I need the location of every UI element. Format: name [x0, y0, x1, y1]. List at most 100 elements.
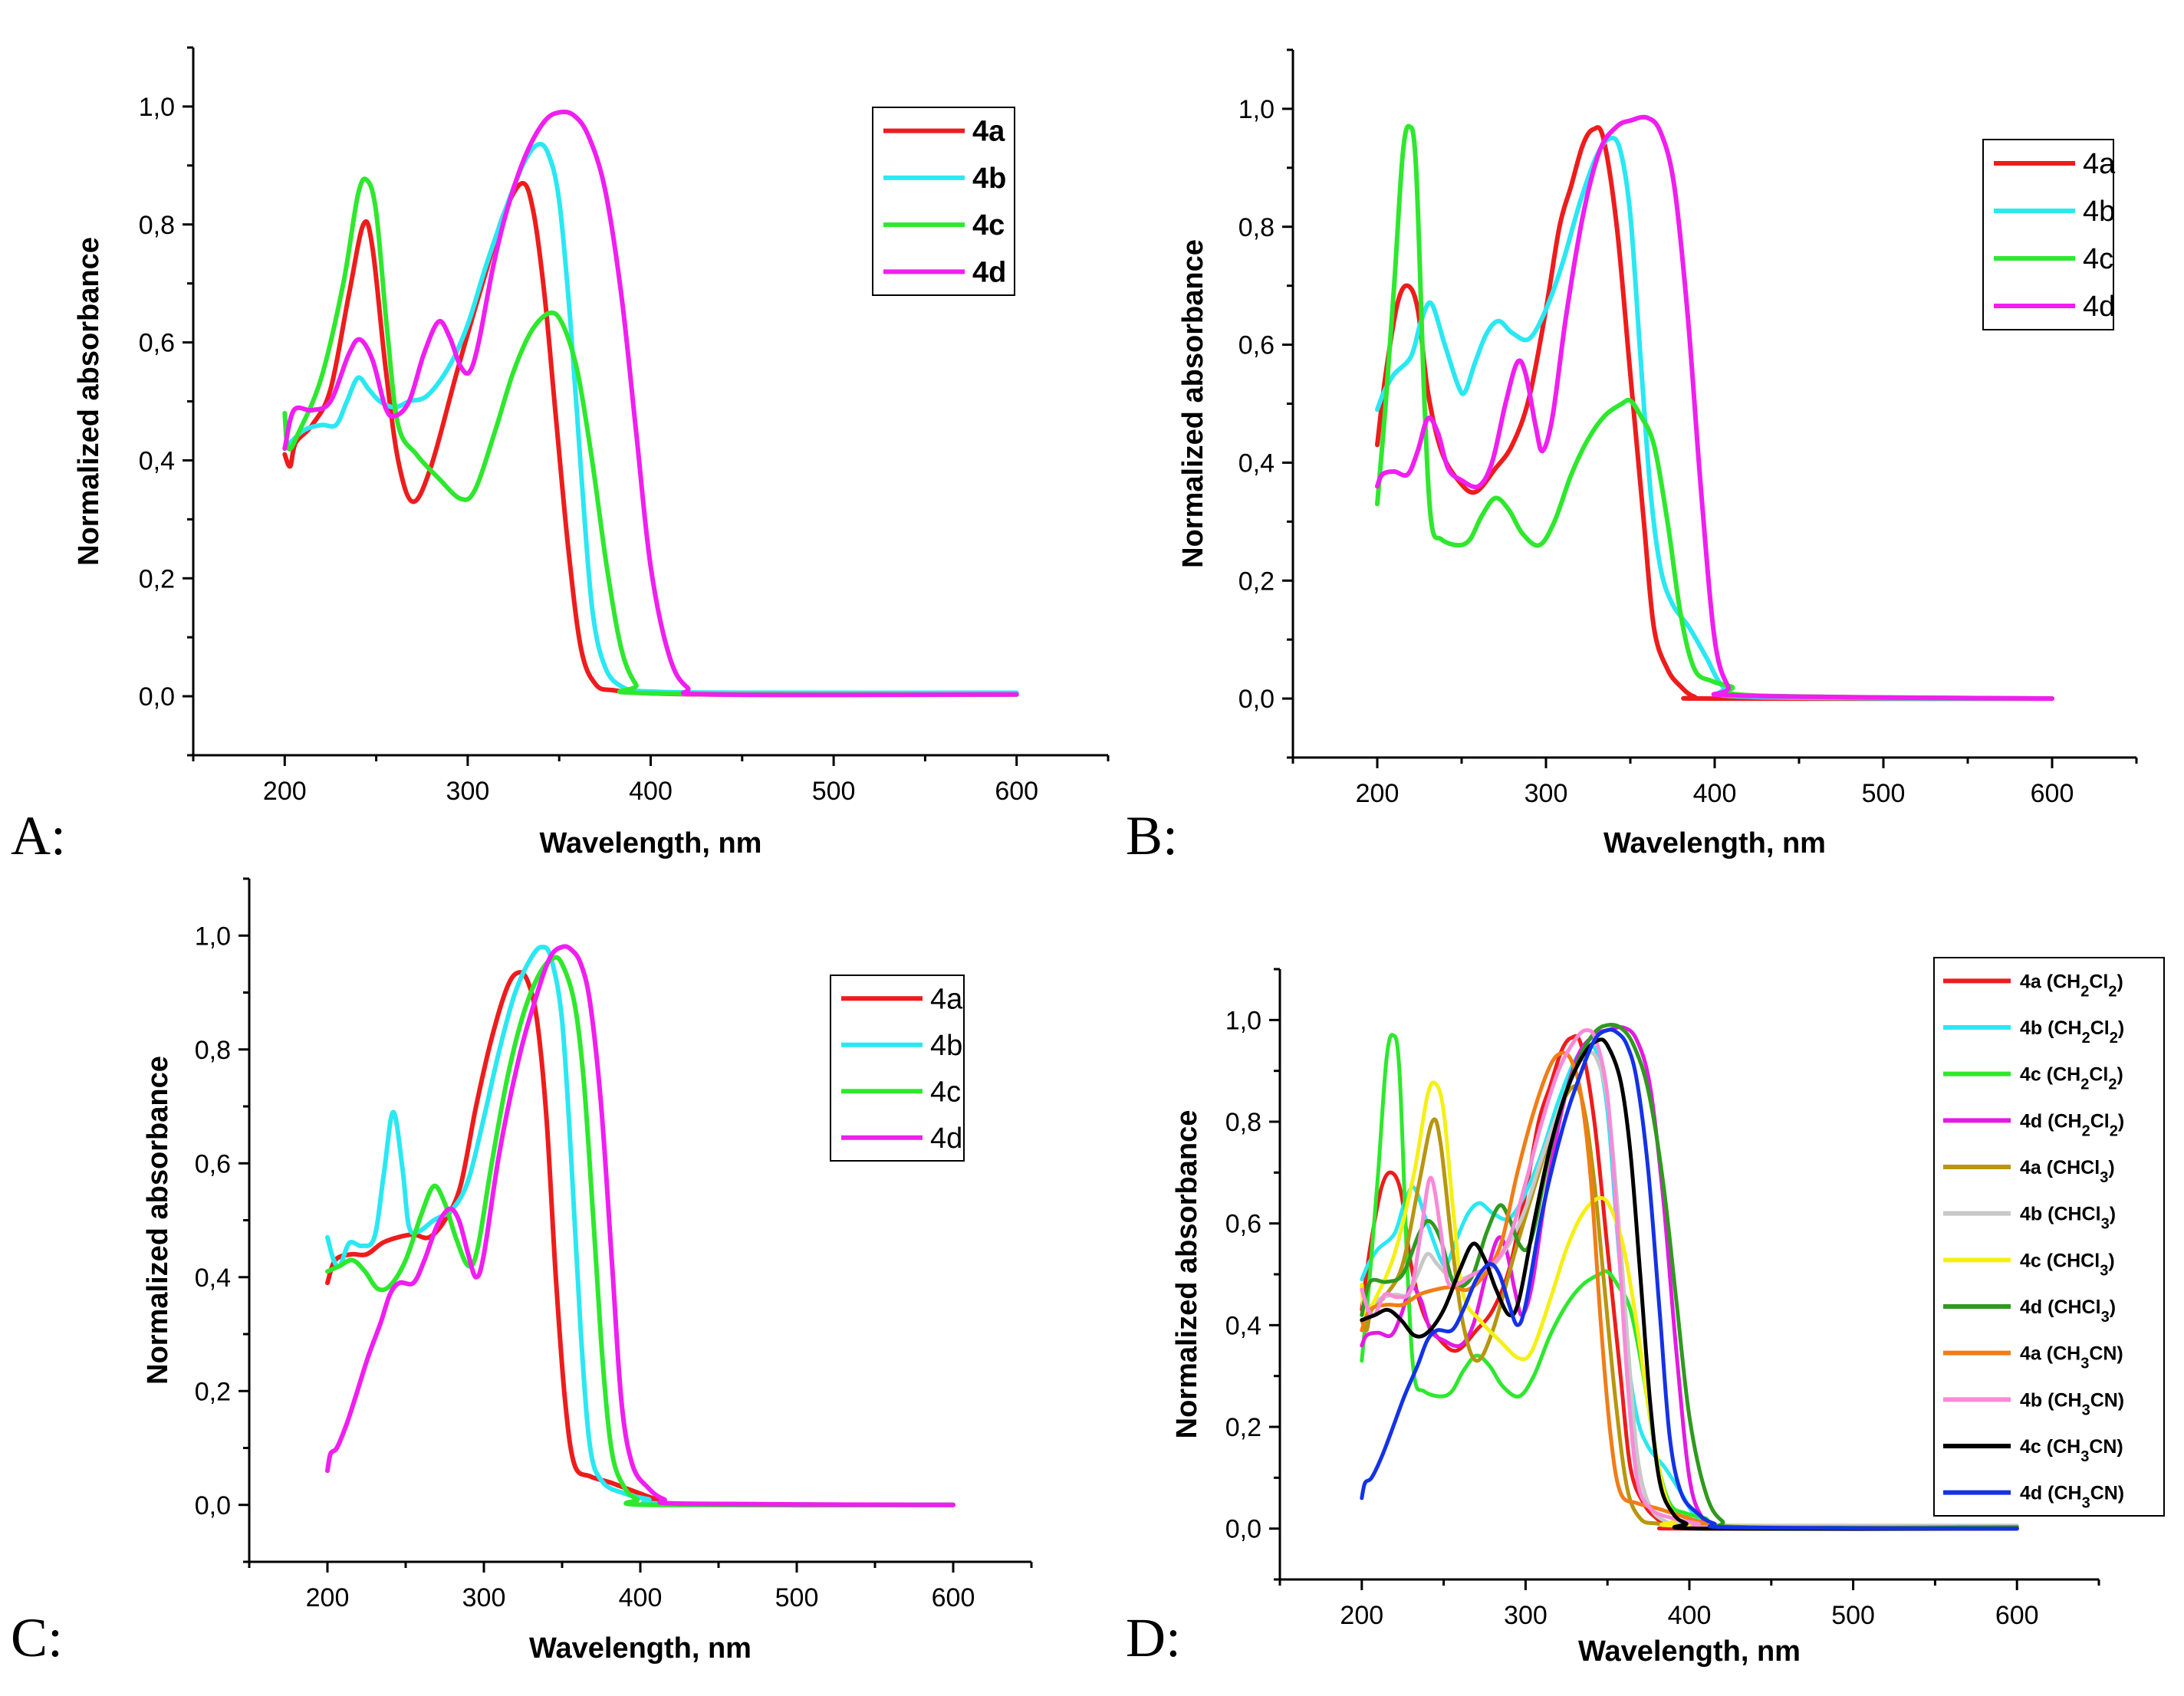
y-tick-label: 1,0	[195, 922, 231, 951]
series-line-4b-ch3cn-	[1360, 1028, 2019, 1531]
series-line-4c-chcl3-	[1360, 1080, 2019, 1530]
series-line-4d	[1375, 114, 2054, 702]
series-line-4a-ch3cn-	[1360, 1050, 2019, 1531]
x-tick-label: 300	[446, 777, 490, 806]
legend-label: 4b (CH3CN)	[2020, 1389, 2124, 1418]
x-axis-title: Wavelength, nm	[529, 1632, 752, 1665]
series-line-4d	[282, 109, 1019, 698]
legend-label: 4a	[2083, 148, 2116, 180]
legend-entry: 4d	[841, 1122, 962, 1155]
x-tick-label: 500	[775, 1583, 819, 1612]
series-line-4c-ch3cn-	[1360, 1037, 2019, 1531]
y-tick-label: 0,8	[1238, 213, 1275, 242]
x-tick-label: 400	[619, 1583, 663, 1612]
series-line-4d	[325, 944, 956, 1507]
legend-box	[1982, 139, 2114, 330]
x-tick-label: 300	[1504, 1601, 1548, 1630]
series-line-4a-chcl3-	[1360, 1084, 2019, 1530]
legend-entry: 4a	[841, 983, 963, 1015]
x-tick-label: 500	[1831, 1601, 1875, 1630]
y-tick-label: 1,0	[139, 93, 175, 122]
y-tick-label: 1,0	[1238, 95, 1275, 124]
legend-label: 4a (CH2Cl2)	[2020, 971, 2123, 1000]
legend-entry: 4d	[1994, 291, 2115, 323]
legend-entry: 4d (CHCl3)	[1943, 1297, 2116, 1326]
panel-D: D: 200 300 400 500 600 0,0 0,2 0,4 0,6 0,8 1,0 Wavel…	[1126, 957, 2165, 1668]
legend-entry: 4d	[883, 256, 1006, 288]
legend-entry: 4a (CHCl3)	[1943, 1157, 2115, 1186]
legend-entry: 4a	[1994, 148, 2116, 180]
legend-entry: 4c (CH2Cl2)	[1943, 1064, 2123, 1093]
x-tick-label: 200	[1340, 1601, 1383, 1630]
x-tick-label: 600	[932, 1583, 975, 1612]
x-tick-label: 400	[629, 777, 673, 806]
y-axis-title: Normalized absorbance	[1177, 239, 1209, 568]
x-tick-label: 200	[263, 777, 307, 806]
legend-label: 4a (CH3CN)	[2020, 1343, 2123, 1372]
panel-letter: B:	[1126, 805, 1178, 866]
legend-label: 4c	[930, 1076, 961, 1108]
legend-entry: 4a (CH2Cl2)	[1943, 971, 2123, 1000]
x-axis-title: Wavelength, nm	[1578, 1635, 1801, 1668]
legend-label: 4d (CH2Cl2)	[2020, 1110, 2124, 1139]
legend-label: 4d	[930, 1122, 962, 1155]
y-axis-title: Normalized absorbance	[73, 237, 105, 566]
legend-entry: 4b	[883, 163, 1006, 195]
legend-label: 4c (CH2Cl2)	[2020, 1064, 2123, 1093]
legend: 4a 4b 4c 4d	[1982, 139, 2116, 330]
legend-entry: 4b	[841, 1030, 962, 1062]
y-tick-label: 1,0	[1225, 1006, 1261, 1035]
legend: 4a 4b 4c 4d	[830, 975, 965, 1162]
legend-box	[1933, 957, 2165, 1517]
y-tick-label: 0,4	[139, 446, 175, 475]
x-tick-label: 500	[1862, 779, 1906, 808]
y-tick-label: 0,0	[1225, 1515, 1261, 1544]
y-tick-label: 0,6	[1238, 331, 1275, 360]
legend-label: 4a	[930, 983, 963, 1015]
x-tick-label: 600	[995, 777, 1038, 806]
legend-label: 4b	[972, 163, 1006, 195]
legend-box	[872, 107, 1015, 296]
y-tick-label: 0,0	[195, 1491, 231, 1520]
x-tick-label: 300	[1525, 779, 1568, 808]
y-tick-label: 0,0	[139, 682, 175, 712]
x-tick-label: 500	[812, 777, 856, 806]
y-tick-label: 0,4	[1225, 1311, 1261, 1340]
legend-label: 4d (CH3CN)	[2020, 1483, 2124, 1512]
legend-label: 4a (CHCl3)	[2020, 1157, 2115, 1186]
legend-entry: 4c	[841, 1076, 961, 1108]
legend-label: 4a	[972, 116, 1005, 148]
series-line-4c	[282, 176, 1019, 697]
x-tick-label: 400	[1668, 1601, 1712, 1630]
legend-entry: 4b (CH2Cl2)	[1943, 1017, 2124, 1047]
legend-box	[830, 975, 965, 1162]
y-axis-title: Normalized absorbance	[142, 1056, 174, 1385]
y-tick-label: 0,2	[195, 1377, 231, 1406]
legend: 4a 4b 4c 4d	[872, 107, 1015, 296]
y-tick-label: 0,6	[195, 1149, 231, 1178]
y-tick-label: 0,2	[139, 564, 175, 593]
y-tick-label: 0,6	[139, 329, 175, 358]
legend-entry: 4a (CH3CN)	[1943, 1343, 2123, 1372]
y-tick-label: 0,8	[1225, 1108, 1261, 1137]
legend-label: 4b (CHCl3)	[2020, 1204, 2116, 1233]
legend-label: 4b (CH2Cl2)	[2020, 1017, 2124, 1047]
y-tick-label: 0,8	[139, 211, 175, 240]
series-line-4c	[1375, 123, 2054, 702]
x-tick-label: 200	[1356, 779, 1400, 808]
legend-entry: 4b	[1994, 196, 2115, 228]
x-tick-label: 200	[306, 1583, 350, 1612]
y-tick-label: 0,6	[1225, 1210, 1261, 1239]
legend-entry: 4d (CH3CN)	[1943, 1483, 2124, 1512]
panel-letter: C:	[11, 1607, 63, 1668]
x-tick-label: 400	[1693, 779, 1737, 808]
y-tick-label: 0,4	[195, 1264, 231, 1293]
legend-label: 4d	[972, 256, 1006, 288]
legend-entry: 4b (CHCl3)	[1943, 1204, 2116, 1233]
y-tick-label: 0,2	[1225, 1413, 1261, 1442]
y-tick-label: 0,4	[1238, 449, 1275, 478]
legend-label: 4b	[2083, 196, 2115, 228]
x-axis-title: Wavelength, nm	[540, 827, 762, 860]
legend-entry: 4a	[883, 116, 1005, 148]
